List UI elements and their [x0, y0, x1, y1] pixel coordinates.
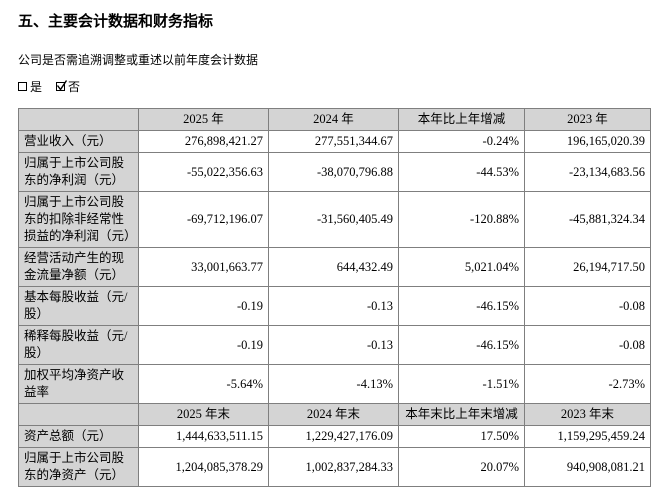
column-header-2023: 2023 年: [524, 108, 651, 131]
column-header-2023-end: 2023 年末: [524, 403, 651, 426]
row-label: 加权平均净资产收益率: [18, 364, 139, 404]
cell-value: 1,229,427,176.09: [268, 425, 399, 448]
cell-value: -45,881,324.34: [524, 191, 651, 248]
row-label: 经营活动产生的现金流量净额（元）: [18, 247, 139, 287]
cell-value: -44.53%: [398, 152, 525, 192]
page-title: 五、主要会计数据和财务指标: [18, 14, 214, 30]
cell-value: 26,194,717.50: [524, 247, 651, 287]
cell-value: -46.15%: [398, 325, 525, 365]
table-row: 营业收入（元） 276,898,421.27 277,551,344.67 -0…: [18, 130, 651, 153]
table-row: 归属于上市公司股东的扣除非经常性损益的净利润（元） -69,712,196.07…: [18, 191, 651, 248]
row-label: 稀释每股收益（元/股）: [18, 325, 139, 365]
cell-value: -69,712,196.07: [138, 191, 269, 248]
cell-value: -38,070,796.88: [268, 152, 399, 192]
option-no-label: 否: [68, 80, 81, 94]
column-header-2025: 2025 年: [138, 108, 269, 131]
row-label: 归属于上市公司股东的净资产（元）: [18, 447, 139, 487]
row-label: 营业收入（元）: [18, 130, 139, 153]
cell-value: -120.88%: [398, 191, 525, 248]
row-label: 归属于上市公司股东的净利润（元）: [18, 152, 139, 192]
cell-value: -0.19: [138, 325, 269, 365]
cell-value: -31,560,405.49: [268, 191, 399, 248]
column-header-2025-end: 2025 年末: [138, 403, 269, 426]
cell-value: -0.08: [524, 286, 651, 326]
cell-value: -0.08: [524, 325, 651, 365]
option-yes-label: 是: [30, 80, 43, 94]
option-no: 否: [56, 78, 80, 95]
cell-value: -2.73%: [524, 364, 651, 404]
cell-value: 1,159,295,459.24: [524, 425, 651, 448]
table-row: 归属于上市公司股东的净资产（元） 1,204,085,378.29 1,002,…: [18, 447, 651, 487]
checkbox-unchecked-icon: [18, 82, 27, 91]
restatement-options: 是 否: [18, 78, 650, 95]
restatement-question: 公司是否需追溯调整或重述以前年度会计数据: [18, 53, 259, 67]
cell-value: -0.19: [138, 286, 269, 326]
cell-value: 5,021.04%: [398, 247, 525, 287]
table-row: 经营活动产生的现金流量净额（元） 33,001,663.77 644,432.4…: [18, 247, 651, 287]
cell-value: -0.24%: [398, 130, 525, 153]
cell-value: 644,432.49: [268, 247, 399, 287]
cell-value: -4.13%: [268, 364, 399, 404]
table-row: 归属于上市公司股东的净利润（元） -55,022,356.63 -38,070,…: [18, 152, 651, 192]
column-header-yearend-change: 本年末比上年末增减: [398, 403, 525, 426]
table-row: 基本每股收益（元/股） -0.19 -0.13 -46.15% -0.08: [18, 286, 651, 326]
cell-value: 17.50%: [398, 425, 525, 448]
table-row: 加权平均净资产收益率 -5.64% -4.13% -1.51% -2.73%: [18, 364, 651, 404]
cell-value: 20.07%: [398, 447, 525, 487]
column-header-blank: [18, 108, 139, 131]
cell-value: 940,908,081.21: [524, 447, 651, 487]
cell-value: 1,444,633,511.15: [138, 425, 269, 448]
checkbox-checked-icon: [56, 80, 68, 91]
cell-value: -0.13: [268, 325, 399, 365]
cell-value: 276,898,421.27: [138, 130, 269, 153]
column-header-2024: 2024 年: [268, 108, 399, 131]
row-label: 基本每股收益（元/股）: [18, 286, 139, 326]
row-label: 资产总额（元）: [18, 425, 139, 448]
table-row: 资产总额（元） 1,444,633,511.15 1,229,427,176.0…: [18, 425, 651, 448]
cell-value: -23,134,683.56: [524, 152, 651, 192]
cell-value: -1.51%: [398, 364, 525, 404]
cell-value: -55,022,356.63: [138, 152, 269, 192]
cell-value: -0.13: [268, 286, 399, 326]
column-header-2024-end: 2024 年末: [268, 403, 399, 426]
table-row: 稀释每股收益（元/股） -0.19 -0.13 -46.15% -0.08: [18, 325, 651, 365]
financial-indicators-table: 2025 年 2024 年 本年比上年增减 2023 年 营业收入（元） 276…: [18, 108, 651, 487]
yearend-header-row: 2025 年末 2024 年末 本年末比上年末增减 2023 年末: [18, 403, 651, 426]
option-yes: 是: [18, 78, 42, 95]
cell-value: -46.15%: [398, 286, 525, 326]
cell-value: 196,165,020.39: [524, 130, 651, 153]
column-header-blank: [18, 403, 139, 426]
cell-value: -5.64%: [138, 364, 269, 404]
cell-value: 277,551,344.67: [268, 130, 399, 153]
cell-value: 33,001,663.77: [138, 247, 269, 287]
annual-header-row: 2025 年 2024 年 本年比上年增减 2023 年: [18, 108, 651, 131]
cell-value: 1,002,837,284.33: [268, 447, 399, 487]
column-header-yoy-change: 本年比上年增减: [398, 108, 525, 131]
row-label: 归属于上市公司股东的扣除非经常性损益的净利润（元）: [18, 191, 139, 248]
cell-value: 1,204,085,378.29: [138, 447, 269, 487]
